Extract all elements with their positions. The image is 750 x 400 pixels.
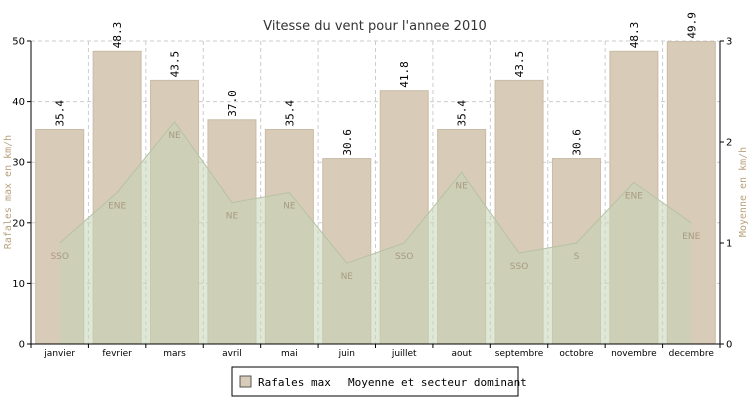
category-label-mars: mars <box>163 349 186 359</box>
sector-label: S <box>574 252 580 262</box>
bar-value-label: 37.0 <box>226 90 239 116</box>
bar-value-label: 30.6 <box>570 129 583 156</box>
sector-label: NE <box>168 131 181 141</box>
sector-label: NE <box>341 272 354 282</box>
bar-value-label: 48.3 <box>111 22 124 49</box>
bar-value-label: 35.4 <box>54 100 67 127</box>
sector-label: ENE <box>682 232 700 242</box>
sector-label: NE <box>283 202 296 212</box>
bar-value-label: 48.3 <box>628 22 641 49</box>
legend-label-rafales: Rafales max <box>258 376 331 389</box>
left-axis-title: Rafales max en km/h <box>3 135 14 249</box>
area-layer <box>59 120 692 344</box>
axes-layer: 0 10 20 30 40 50 0 1 2 3 janvier fevrier mars avril ma… <box>12 37 732 360</box>
right-axis-title: Moyenne en km/h <box>738 147 749 237</box>
category-label-juin: juin <box>338 349 355 359</box>
bar-value-label: 49.9 <box>685 12 698 39</box>
sector-label: SSO <box>395 252 414 262</box>
area-moyenne <box>59 121 692 344</box>
sector-label: ENE <box>625 191 643 201</box>
left-tick-label: 30 <box>12 158 25 169</box>
chart-title: Vitesse du vent pour l'annee 2010 <box>263 19 487 34</box>
category-label-aout: aout <box>451 349 472 359</box>
bar-value-label: 43.5 <box>513 51 526 78</box>
legend-box <box>231 366 519 397</box>
right-tick-label: 3 <box>726 37 732 48</box>
right-tick-label: 2 <box>726 138 732 149</box>
sector-label: ENE <box>108 202 126 212</box>
category-label-avril: avril <box>222 349 242 359</box>
left-tick-label: 0 <box>19 340 25 351</box>
left-tick-label: 40 <box>12 97 25 108</box>
bar-value-label: 43.5 <box>169 51 182 78</box>
left-tick-label: 20 <box>12 218 25 229</box>
category-label-juillet: juillet <box>391 349 417 359</box>
category-label-octobre: octobre <box>559 349 594 359</box>
sector-label: SSO <box>510 262 529 272</box>
category-label-janvier: janvier <box>43 349 75 359</box>
category-label-septembre: septembre <box>495 349 544 359</box>
bar-value-label: 41.8 <box>398 61 411 88</box>
bar-value-label: 35.4 <box>456 100 469 127</box>
legend: Rafales max Moyenne et secteur dominant <box>231 366 527 397</box>
category-label-mai: mai <box>281 349 298 359</box>
labels-layer: SSO ENE NE NE NE NE SSO NE SSO S ENE ENE 35.4 48.3 43.… <box>50 12 700 282</box>
bar-value-label: 30.6 <box>341 129 354 156</box>
legend-swatch-rafales <box>239 375 252 388</box>
legend-label-moyenne: Moyenne et secteur dominant <box>348 376 527 389</box>
left-tick-label: 50 <box>12 37 25 48</box>
category-label-fevrier: fevrier <box>102 349 132 359</box>
category-label-novembre: novembre <box>611 349 657 359</box>
bar-value-label: 35.4 <box>283 100 296 127</box>
sector-label: NE <box>226 212 239 222</box>
sector-label: SSO <box>50 252 69 262</box>
right-tick-label: 1 <box>726 239 732 250</box>
right-tick-label: 0 <box>726 340 732 351</box>
left-tick-label: 10 <box>12 279 25 290</box>
category-label-decembre: decembre <box>669 349 715 359</box>
sector-label: NE <box>455 181 468 191</box>
line-moyenne <box>59 120 692 264</box>
